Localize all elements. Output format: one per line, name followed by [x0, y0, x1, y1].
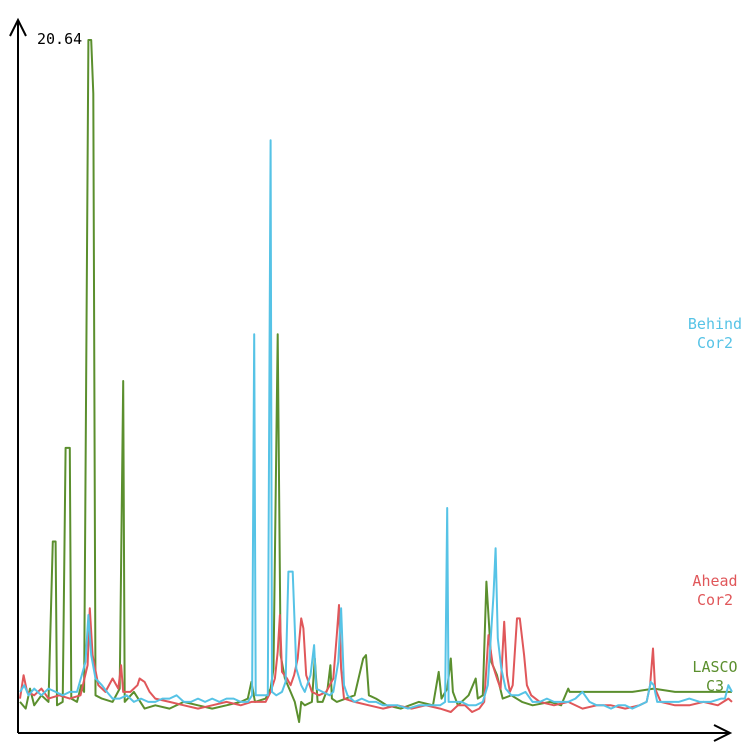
series-line-lasco-c3 [19, 39, 732, 723]
legend-label-line: Ahead [692, 572, 737, 590]
y-axis-arrowhead [9, 17, 27, 37]
legend-label-line: Cor2 [697, 334, 733, 352]
legend-label-ahead-cor2: Ahead Cor2 [692, 572, 737, 609]
y-max-tick-label: 20.64 [37, 30, 82, 48]
series-line-behind-cor2 [19, 139, 733, 710]
legend-label-line: Cor2 [697, 591, 733, 609]
legend-label-line: C3 [706, 677, 724, 695]
x-axis-arrowhead [713, 724, 733, 742]
legend-label-lasco-c3: LASCO C3 [692, 658, 737, 695]
legend-label-behind-cor2: Behind Cor2 [688, 315, 742, 352]
series-layer [19, 39, 733, 723]
axes [9, 17, 733, 742]
legend-label-line: LASCO [692, 658, 737, 676]
legend-label-line: Behind [688, 315, 742, 333]
